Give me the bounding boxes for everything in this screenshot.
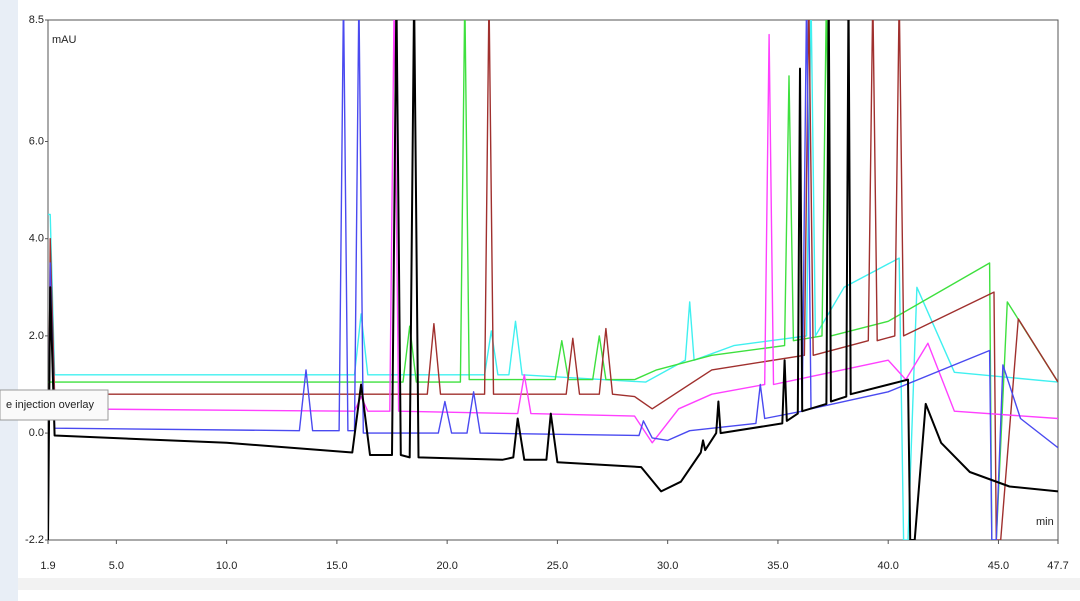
x-tick-label: 40.0 bbox=[877, 560, 898, 572]
scroll-bar[interactable] bbox=[18, 578, 1080, 590]
trace bbox=[48, 20, 1058, 540]
x-tick-label: 47.7 bbox=[1047, 560, 1068, 572]
trace bbox=[48, 20, 1058, 540]
x-tick-label: 10.0 bbox=[216, 560, 237, 572]
x-axis-label: min bbox=[1036, 516, 1054, 528]
trace bbox=[48, 20, 1058, 540]
trace bbox=[48, 20, 1058, 540]
tooltip-text: e injection overlay bbox=[6, 399, 95, 411]
y-tick-label: -2.2 bbox=[25, 534, 44, 546]
tooltip: e injection overlay bbox=[0, 389, 109, 421]
y-tick-label: 0.0 bbox=[29, 427, 44, 439]
x-tick-label: 25.0 bbox=[547, 560, 568, 572]
y-tick-label: 2.0 bbox=[29, 330, 44, 342]
x-tick-label: 20.0 bbox=[436, 560, 457, 572]
tooltip-box bbox=[0, 389, 109, 421]
traces bbox=[48, 20, 1058, 540]
x-tick-label: 35.0 bbox=[767, 560, 788, 572]
x-tick-label: 30.0 bbox=[657, 560, 678, 572]
y-tick-label: 4.0 bbox=[29, 233, 44, 245]
y-tick-label: 8.5 bbox=[29, 14, 44, 26]
y-axis-label: mAU bbox=[52, 34, 77, 46]
plot-area bbox=[47, 19, 1059, 541]
trace bbox=[48, 20, 1058, 540]
x-tick-label: 1.9 bbox=[40, 560, 55, 572]
trace bbox=[48, 20, 1058, 444]
y-tick-label: 6.0 bbox=[29, 135, 44, 147]
side-strip bbox=[0, 0, 18, 601]
x-tick-label: 45.0 bbox=[988, 560, 1009, 572]
x-tick-label: 5.0 bbox=[109, 560, 124, 572]
x-tick-label: 15.0 bbox=[326, 560, 347, 572]
